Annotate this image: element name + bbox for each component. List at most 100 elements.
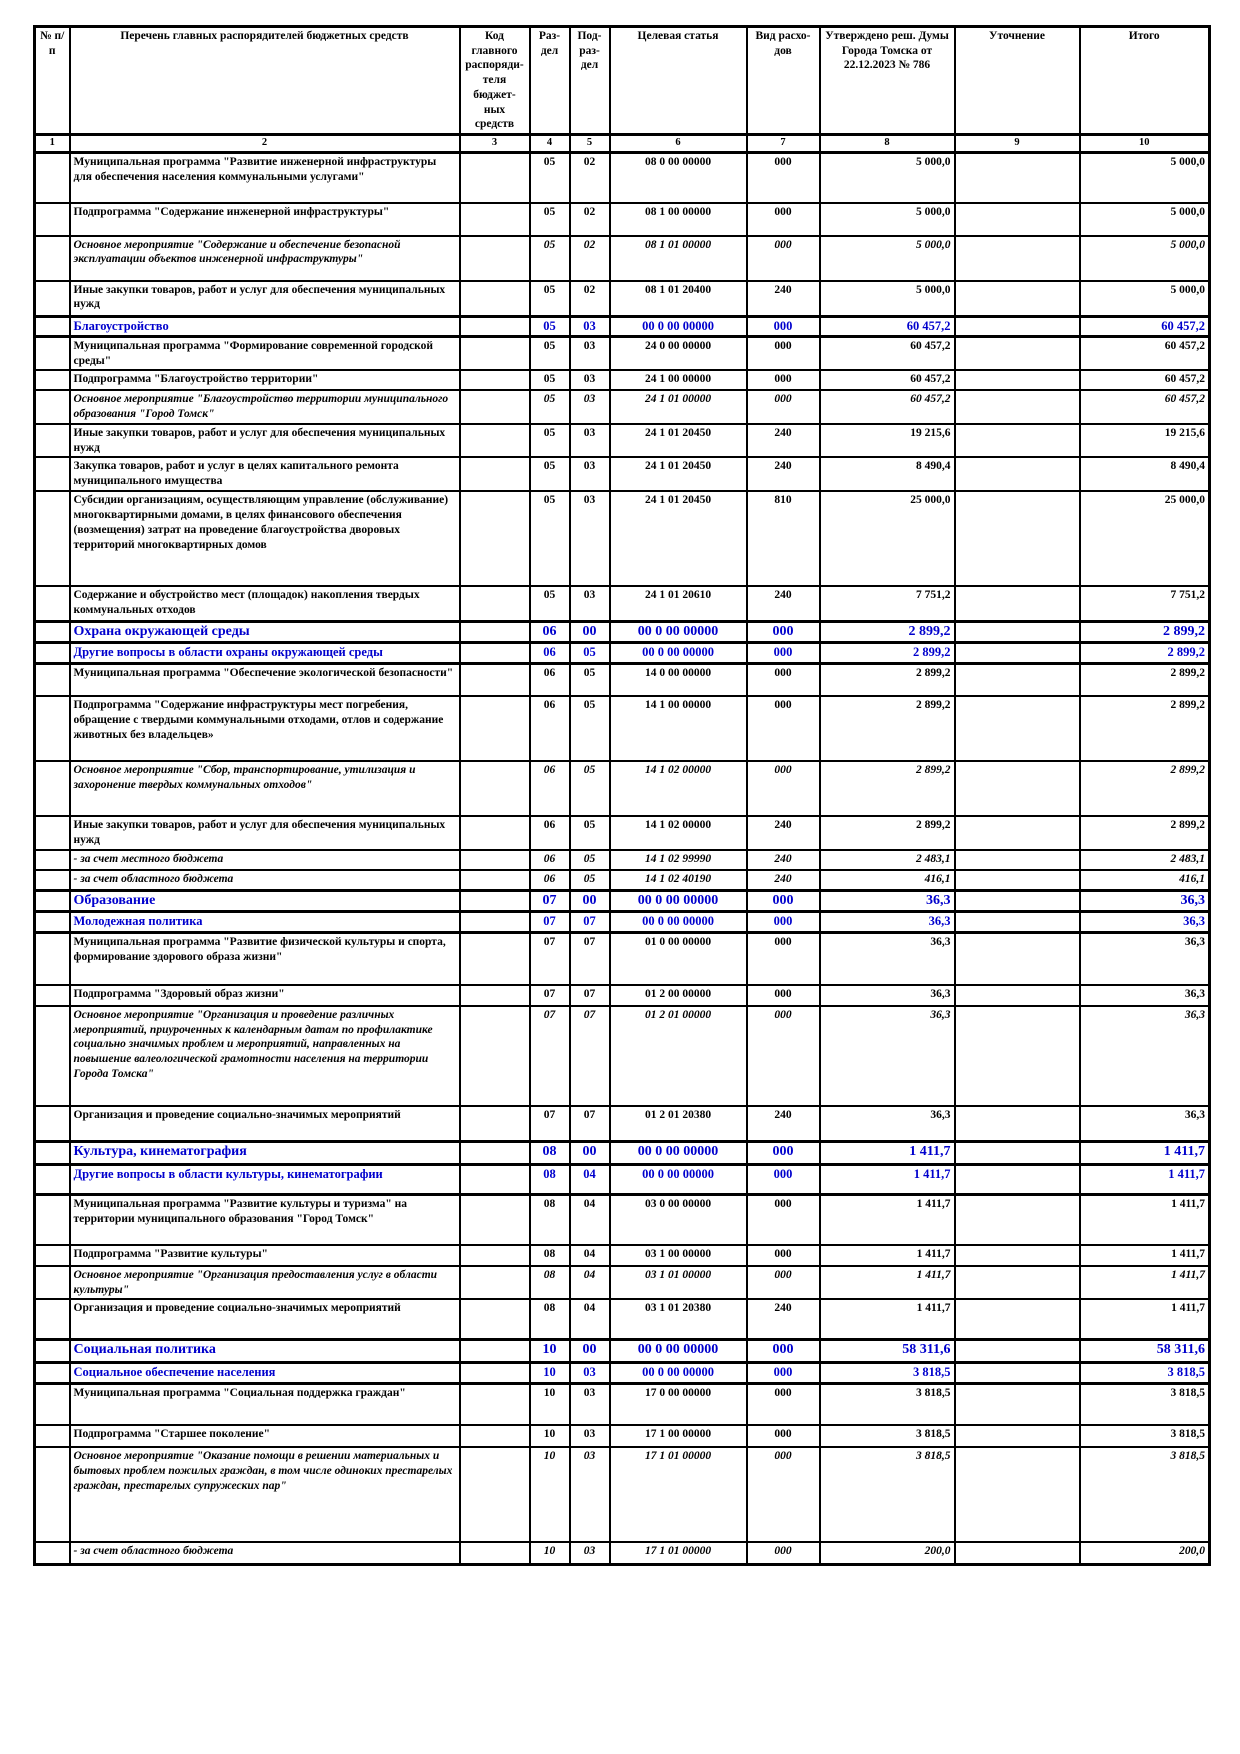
row-name-cell: Основное мероприятие "Организация предос… bbox=[68, 1264, 461, 1301]
row-podrazdel-cell: 03 bbox=[568, 335, 611, 372]
row-approved-cell: 36,3 bbox=[818, 931, 956, 986]
row-name-cell: Муниципальная программа "Развитие физиче… bbox=[68, 931, 461, 986]
row-expense-type-cell: 000 bbox=[745, 1446, 821, 1544]
row-total-cell: 5 000,0 bbox=[1078, 234, 1211, 282]
row-razdel-cell: 05 bbox=[528, 151, 571, 204]
row-total-cell: 60 457,2 bbox=[1078, 389, 1211, 425]
row-name-cell: Подпрограмма "Здоровый образ жизни" bbox=[68, 983, 461, 1007]
row-number-cell bbox=[33, 619, 71, 644]
col-num-2: 2 bbox=[68, 133, 461, 155]
row-expense-type-cell: 000 bbox=[745, 1382, 821, 1427]
row-name-cell: Муниципальная программа "Развитие культу… bbox=[68, 1193, 461, 1246]
row-code-cell bbox=[458, 1004, 531, 1107]
row-number-cell bbox=[33, 1140, 71, 1167]
row-razdel-cell: 05 bbox=[528, 279, 571, 318]
row-number-cell bbox=[33, 1264, 71, 1301]
table-row: Основное мероприятие "Оказание помощи в … bbox=[33, 1446, 1211, 1544]
row-podrazdel-cell: 05 bbox=[568, 815, 611, 851]
row-name-cell: Подпрограмма "Старшее поколение" bbox=[68, 1424, 461, 1449]
table-row: Благоустройство 05 03 00 0 00 00000 000 … bbox=[33, 315, 1211, 339]
row-clarification-cell bbox=[953, 389, 1081, 425]
header-target-article: Целевая статья bbox=[608, 25, 748, 137]
row-target-article-cell: 08 0 00 00000 bbox=[608, 151, 748, 204]
row-code-cell bbox=[458, 848, 531, 871]
row-number-cell bbox=[33, 490, 71, 588]
row-podrazdel-cell: 07 bbox=[568, 1104, 611, 1143]
row-target-article-cell: 01 0 00 00000 bbox=[608, 931, 748, 986]
row-expense-type-cell: 240 bbox=[745, 868, 821, 892]
row-expense-type-cell: 000 bbox=[745, 369, 821, 392]
row-podrazdel-cell: 02 bbox=[568, 279, 611, 318]
row-expense-type-cell: 000 bbox=[745, 1360, 821, 1385]
row-expense-type-cell: 000 bbox=[745, 695, 821, 763]
row-code-cell bbox=[458, 815, 531, 851]
row-total-cell: 7 751,2 bbox=[1078, 585, 1211, 623]
row-podrazdel-cell: 04 bbox=[568, 1163, 611, 1197]
row-razdel-cell: 06 bbox=[528, 760, 571, 818]
row-expense-type-cell: 000 bbox=[745, 983, 821, 1007]
row-number-cell bbox=[33, 151, 71, 204]
row-total-cell: 1 411,7 bbox=[1078, 1163, 1211, 1197]
row-expense-type-cell: 240 bbox=[745, 1298, 821, 1341]
row-clarification-cell bbox=[953, 234, 1081, 282]
row-number-cell bbox=[33, 983, 71, 1007]
row-code-cell bbox=[458, 1264, 531, 1301]
row-target-article-cell: 24 1 01 20450 bbox=[608, 490, 748, 588]
row-approved-cell: 200,0 bbox=[818, 1541, 956, 1566]
row-clarification-cell bbox=[953, 1004, 1081, 1107]
row-total-cell: 3 818,5 bbox=[1078, 1360, 1211, 1385]
row-target-article-cell: 00 0 00 00000 bbox=[608, 640, 748, 665]
row-clarification-cell bbox=[953, 1337, 1081, 1364]
row-total-cell: 36,3 bbox=[1078, 910, 1211, 935]
header-podrazdel: Под- раз- дел bbox=[568, 25, 611, 137]
row-number-cell bbox=[33, 335, 71, 372]
row-name-cell: Подпрограмма "Благоустройство территории… bbox=[68, 369, 461, 392]
table-row: Муниципальная программа "Социальная подд… bbox=[33, 1382, 1211, 1427]
row-approved-cell: 5 000,0 bbox=[818, 151, 956, 204]
row-razdel-cell: 08 bbox=[528, 1264, 571, 1301]
row-razdel-cell: 10 bbox=[528, 1541, 571, 1566]
row-razdel-cell: 08 bbox=[528, 1298, 571, 1341]
row-approved-cell: 7 751,2 bbox=[818, 585, 956, 623]
row-total-cell: 3 818,5 bbox=[1078, 1424, 1211, 1449]
col-num-7: 7 bbox=[745, 133, 821, 155]
row-target-article-cell: 14 1 02 00000 bbox=[608, 760, 748, 818]
row-razdel-cell: 10 bbox=[528, 1360, 571, 1385]
row-razdel-cell: 06 bbox=[528, 662, 571, 698]
row-number-cell bbox=[33, 910, 71, 935]
row-name-cell: Основное мероприятие "Благоустройство те… bbox=[68, 389, 461, 425]
row-podrazdel-cell: 03 bbox=[568, 389, 611, 425]
row-target-article-cell: 08 1 00 00000 bbox=[608, 201, 748, 237]
row-name-cell: Другие вопросы в области культуры, кинем… bbox=[68, 1163, 461, 1197]
row-podrazdel-cell: 03 bbox=[568, 585, 611, 623]
row-target-article-cell: 01 2 01 00000 bbox=[608, 1004, 748, 1107]
row-approved-cell: 36,3 bbox=[818, 983, 956, 1007]
row-clarification-cell bbox=[953, 868, 1081, 892]
row-expense-type-cell: 000 bbox=[745, 1337, 821, 1364]
row-razdel-cell: 06 bbox=[528, 848, 571, 871]
row-razdel-cell: 05 bbox=[528, 389, 571, 425]
row-code-cell bbox=[458, 1104, 531, 1143]
row-razdel-cell: 10 bbox=[528, 1337, 571, 1364]
row-clarification-cell bbox=[953, 1360, 1081, 1385]
row-approved-cell: 2 899,2 bbox=[818, 662, 956, 698]
row-target-article-cell: 17 1 01 00000 bbox=[608, 1446, 748, 1544]
table-row: Муниципальная программа "Обеспечение эко… bbox=[33, 662, 1211, 698]
row-podrazdel-cell: 02 bbox=[568, 234, 611, 282]
row-number-cell bbox=[33, 848, 71, 871]
row-total-cell: 60 457,2 bbox=[1078, 315, 1211, 339]
row-expense-type-cell: 000 bbox=[745, 640, 821, 665]
row-code-cell bbox=[458, 1298, 531, 1341]
row-name-cell: Муниципальная программа "Развитие инжене… bbox=[68, 151, 461, 204]
row-approved-cell: 1 411,7 bbox=[818, 1140, 956, 1167]
row-razdel-cell: 10 bbox=[528, 1382, 571, 1427]
row-approved-cell: 1 411,7 bbox=[818, 1163, 956, 1197]
table-row: Основное мероприятие "Сбор, транспортиро… bbox=[33, 760, 1211, 818]
row-code-cell bbox=[458, 868, 531, 892]
row-number-cell bbox=[33, 889, 71, 914]
row-expense-type-cell: 000 bbox=[745, 931, 821, 986]
row-clarification-cell bbox=[953, 1424, 1081, 1449]
row-target-article-cell: 14 1 00 00000 bbox=[608, 695, 748, 763]
row-razdel-cell: 08 bbox=[528, 1193, 571, 1246]
table-row: Основное мероприятие "Организация и пров… bbox=[33, 1004, 1211, 1107]
